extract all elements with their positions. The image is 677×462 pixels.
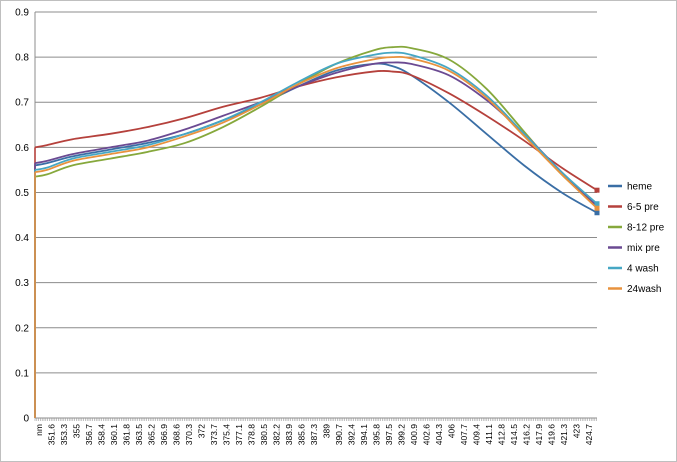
- legend: heme 6-5 pre 8-12 pre mix pre 4 wash 24wash: [608, 182, 665, 295]
- x-tick-label: 411.1: [484, 424, 494, 445]
- x-axis: nm 351.6 353.3 355 356.7 358.4 360.1 361.8 363.5…: [34, 417, 597, 446]
- x-tick-label: 389: [322, 424, 332, 438]
- legend-entry: 24wash: [627, 284, 661, 295]
- x-tick-label: 412.8: [497, 424, 507, 446]
- y-axis: 0 0.1 0.2 0.3 0.4 0.5 0.6 0.7 0.8 0.9: [15, 8, 36, 425]
- y-tick-label: 0.5: [15, 188, 29, 199]
- x-tick-label: 423: [572, 424, 582, 438]
- x-tick-label: 361.8: [122, 424, 132, 446]
- x-tick-label: 394.1: [359, 424, 369, 446]
- y-tick-label: 0.7: [15, 98, 29, 109]
- x-tick-label: 382.2: [272, 424, 282, 446]
- legend-entry: heme: [627, 182, 652, 193]
- x-tick-label: 419.6: [547, 424, 557, 446]
- series-line-4-wash: [34, 51, 598, 205]
- x-tick-label: 409.4: [472, 424, 482, 446]
- x-tick-label: 385.6: [297, 424, 307, 446]
- x-tick-label: 358.4: [97, 424, 107, 446]
- x-tick-label: 417.9: [534, 424, 544, 446]
- x-tick-label: 378.8: [247, 424, 257, 446]
- series-end-marker: [594, 205, 600, 211]
- x-tick-label: 360.1: [109, 424, 119, 446]
- x-tick-label: 366.9: [159, 424, 169, 446]
- x-tick-label: 353.3: [59, 424, 69, 446]
- series-line-mix-pre: [34, 61, 598, 207]
- x-tick-label: 416.2: [522, 424, 532, 446]
- x-tick-label: 373.7: [209, 424, 219, 446]
- legend-entry: 6-5 pre: [627, 202, 659, 213]
- y-tick-label: 0.4: [15, 233, 29, 244]
- plot-area: [34, 45, 600, 418]
- x-tick-label: 397.5: [384, 424, 394, 446]
- legend-entry: mix pre: [627, 243, 660, 254]
- x-tick-label: 390.7: [334, 424, 344, 446]
- x-tick-label: 370.3: [184, 424, 194, 446]
- x-tick-label: 414.5: [509, 424, 519, 446]
- x-tick-label: 387.3: [309, 424, 319, 446]
- legend-entry: 8-12 pre: [627, 223, 665, 234]
- x-tick-label: 424.7: [584, 424, 594, 446]
- x-tick-label: 377.1: [234, 424, 244, 446]
- x-tick-label: 395.8: [372, 424, 382, 446]
- y-tick-label: 0.9: [15, 8, 29, 19]
- x-tick-label: nm: [34, 424, 44, 436]
- x-tick-label: 392.4: [347, 424, 357, 446]
- series-line-8-12-pre: [34, 45, 598, 207]
- x-tick-label: 365.2: [147, 424, 157, 446]
- x-tick-label: 399.2: [397, 424, 407, 446]
- series-end-marker: [594, 201, 600, 207]
- y-tick-label: 0.8: [15, 53, 29, 64]
- y-tick-label: 0.3: [15, 278, 29, 289]
- x-tick-label: 421.3: [559, 424, 569, 446]
- y-tick-label: 0.6: [15, 143, 29, 154]
- y-tick-label: 0: [23, 414, 29, 425]
- x-tick-label: 368.6: [172, 424, 182, 446]
- y-tick-label: 0.1: [15, 368, 29, 379]
- series-end-marker: [594, 210, 600, 216]
- series-end-marker: [594, 187, 600, 193]
- series-line-24wash: [34, 55, 598, 209]
- x-tick-label: 351.6: [47, 424, 57, 446]
- x-tick-label: 372: [197, 424, 207, 438]
- x-tick-label: 380.5: [259, 424, 269, 446]
- x-tick-label: 402.6: [422, 424, 432, 446]
- legend-entry: 4 wash: [627, 264, 659, 275]
- x-tick-label: 363.5: [134, 424, 144, 446]
- x-tick-label: 383.9: [284, 424, 294, 446]
- x-tick-label: 355: [72, 424, 82, 438]
- x-tick-label: 404.3: [434, 424, 444, 446]
- y-tick-label: 0.2: [15, 323, 29, 334]
- series-line-heme: [34, 62, 598, 214]
- series-line-6-5-pre: [34, 70, 598, 191]
- x-tick-label: 356.7: [84, 424, 94, 446]
- x-tick-label: 406: [447, 424, 457, 438]
- x-tick-label: 375.4: [222, 424, 232, 446]
- x-tick-label: 407.7: [459, 424, 469, 446]
- x-tick-label: 400.9: [409, 424, 419, 446]
